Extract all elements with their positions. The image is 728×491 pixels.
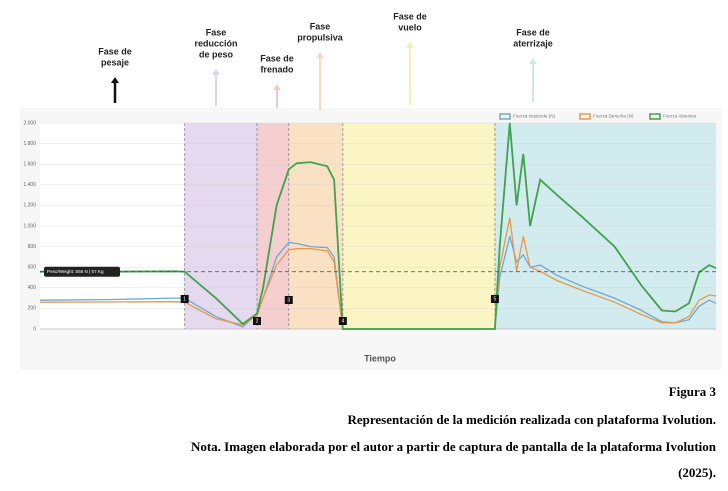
legend-label: Fuerza Absoluta bbox=[663, 114, 697, 119]
legend-label: Fuerza Izquierda (N) bbox=[513, 114, 556, 119]
phase-label: pesaje bbox=[101, 57, 129, 67]
phase-arrowhead bbox=[529, 58, 537, 64]
y-tick-label: 200 bbox=[28, 306, 37, 312]
phase-marker bbox=[284, 296, 293, 304]
weight-badge bbox=[44, 266, 120, 277]
legend-swatch bbox=[499, 113, 511, 120]
phase-label: de peso bbox=[199, 49, 234, 59]
phase-label: Fase bbox=[310, 21, 331, 31]
y-tick-label: 0 bbox=[33, 326, 36, 332]
y-tick-label: 1.000 bbox=[23, 223, 36, 229]
phase-label: Fase de bbox=[98, 46, 132, 56]
phase-marker bbox=[490, 295, 499, 303]
caption-line: (2025). bbox=[678, 465, 716, 480]
phase-label: Fase de bbox=[260, 53, 294, 63]
weight-label: Peso/Weight: 556 N | 57 Kg bbox=[47, 269, 104, 274]
phase-marker bbox=[180, 295, 189, 303]
phase-marker-label: 2 bbox=[256, 318, 259, 324]
phase-arrowhead bbox=[316, 52, 324, 58]
phase-marker-label: 1 bbox=[183, 296, 186, 302]
phase-marker bbox=[338, 317, 347, 325]
x-axis-label: Tiempo bbox=[364, 353, 396, 363]
legend-swatch bbox=[649, 113, 661, 120]
phase-arrowhead bbox=[111, 77, 119, 83]
phase-arrowhead bbox=[273, 84, 281, 90]
phase-label: Fase de bbox=[393, 11, 427, 21]
phase-label: Fase de bbox=[516, 27, 550, 37]
phase-label: aterrizaje bbox=[513, 38, 553, 48]
phase-arrowhead bbox=[406, 42, 414, 48]
phase-marker-label: 3 bbox=[287, 297, 290, 303]
y-tick-label: 1.400 bbox=[23, 182, 36, 188]
caption-line: Figura 3 bbox=[669, 384, 717, 399]
legend-label: Fuerza Derecha (N) bbox=[593, 114, 634, 119]
phase-marker-label: 5 bbox=[494, 296, 497, 302]
phase-marker bbox=[252, 317, 261, 325]
phase-label: frenado bbox=[260, 64, 294, 74]
y-tick-label: 2.000 bbox=[23, 120, 36, 126]
y-tick-label: 1.800 bbox=[23, 141, 36, 147]
caption-line: Representación de la medición realizada … bbox=[347, 412, 716, 427]
phase-marker-label: 4 bbox=[341, 318, 344, 324]
y-tick-label: 1.200 bbox=[23, 203, 36, 209]
phase-label: propulsiva bbox=[297, 32, 344, 42]
phase-arrowhead bbox=[212, 69, 220, 75]
y-tick-label: 1.600 bbox=[23, 162, 36, 168]
series-line bbox=[40, 122, 717, 330]
y-tick-label: 800 bbox=[28, 244, 37, 250]
phase-label: reducción bbox=[194, 38, 237, 48]
legend-swatch bbox=[579, 113, 591, 120]
y-tick-label: 600 bbox=[28, 265, 37, 271]
phase-label: vuelo bbox=[398, 22, 422, 32]
caption-line: Nota. Imagen elaborada por el autor a pa… bbox=[191, 439, 717, 454]
phase-label: Fase bbox=[206, 27, 227, 37]
y-tick-label: 400 bbox=[28, 285, 37, 291]
